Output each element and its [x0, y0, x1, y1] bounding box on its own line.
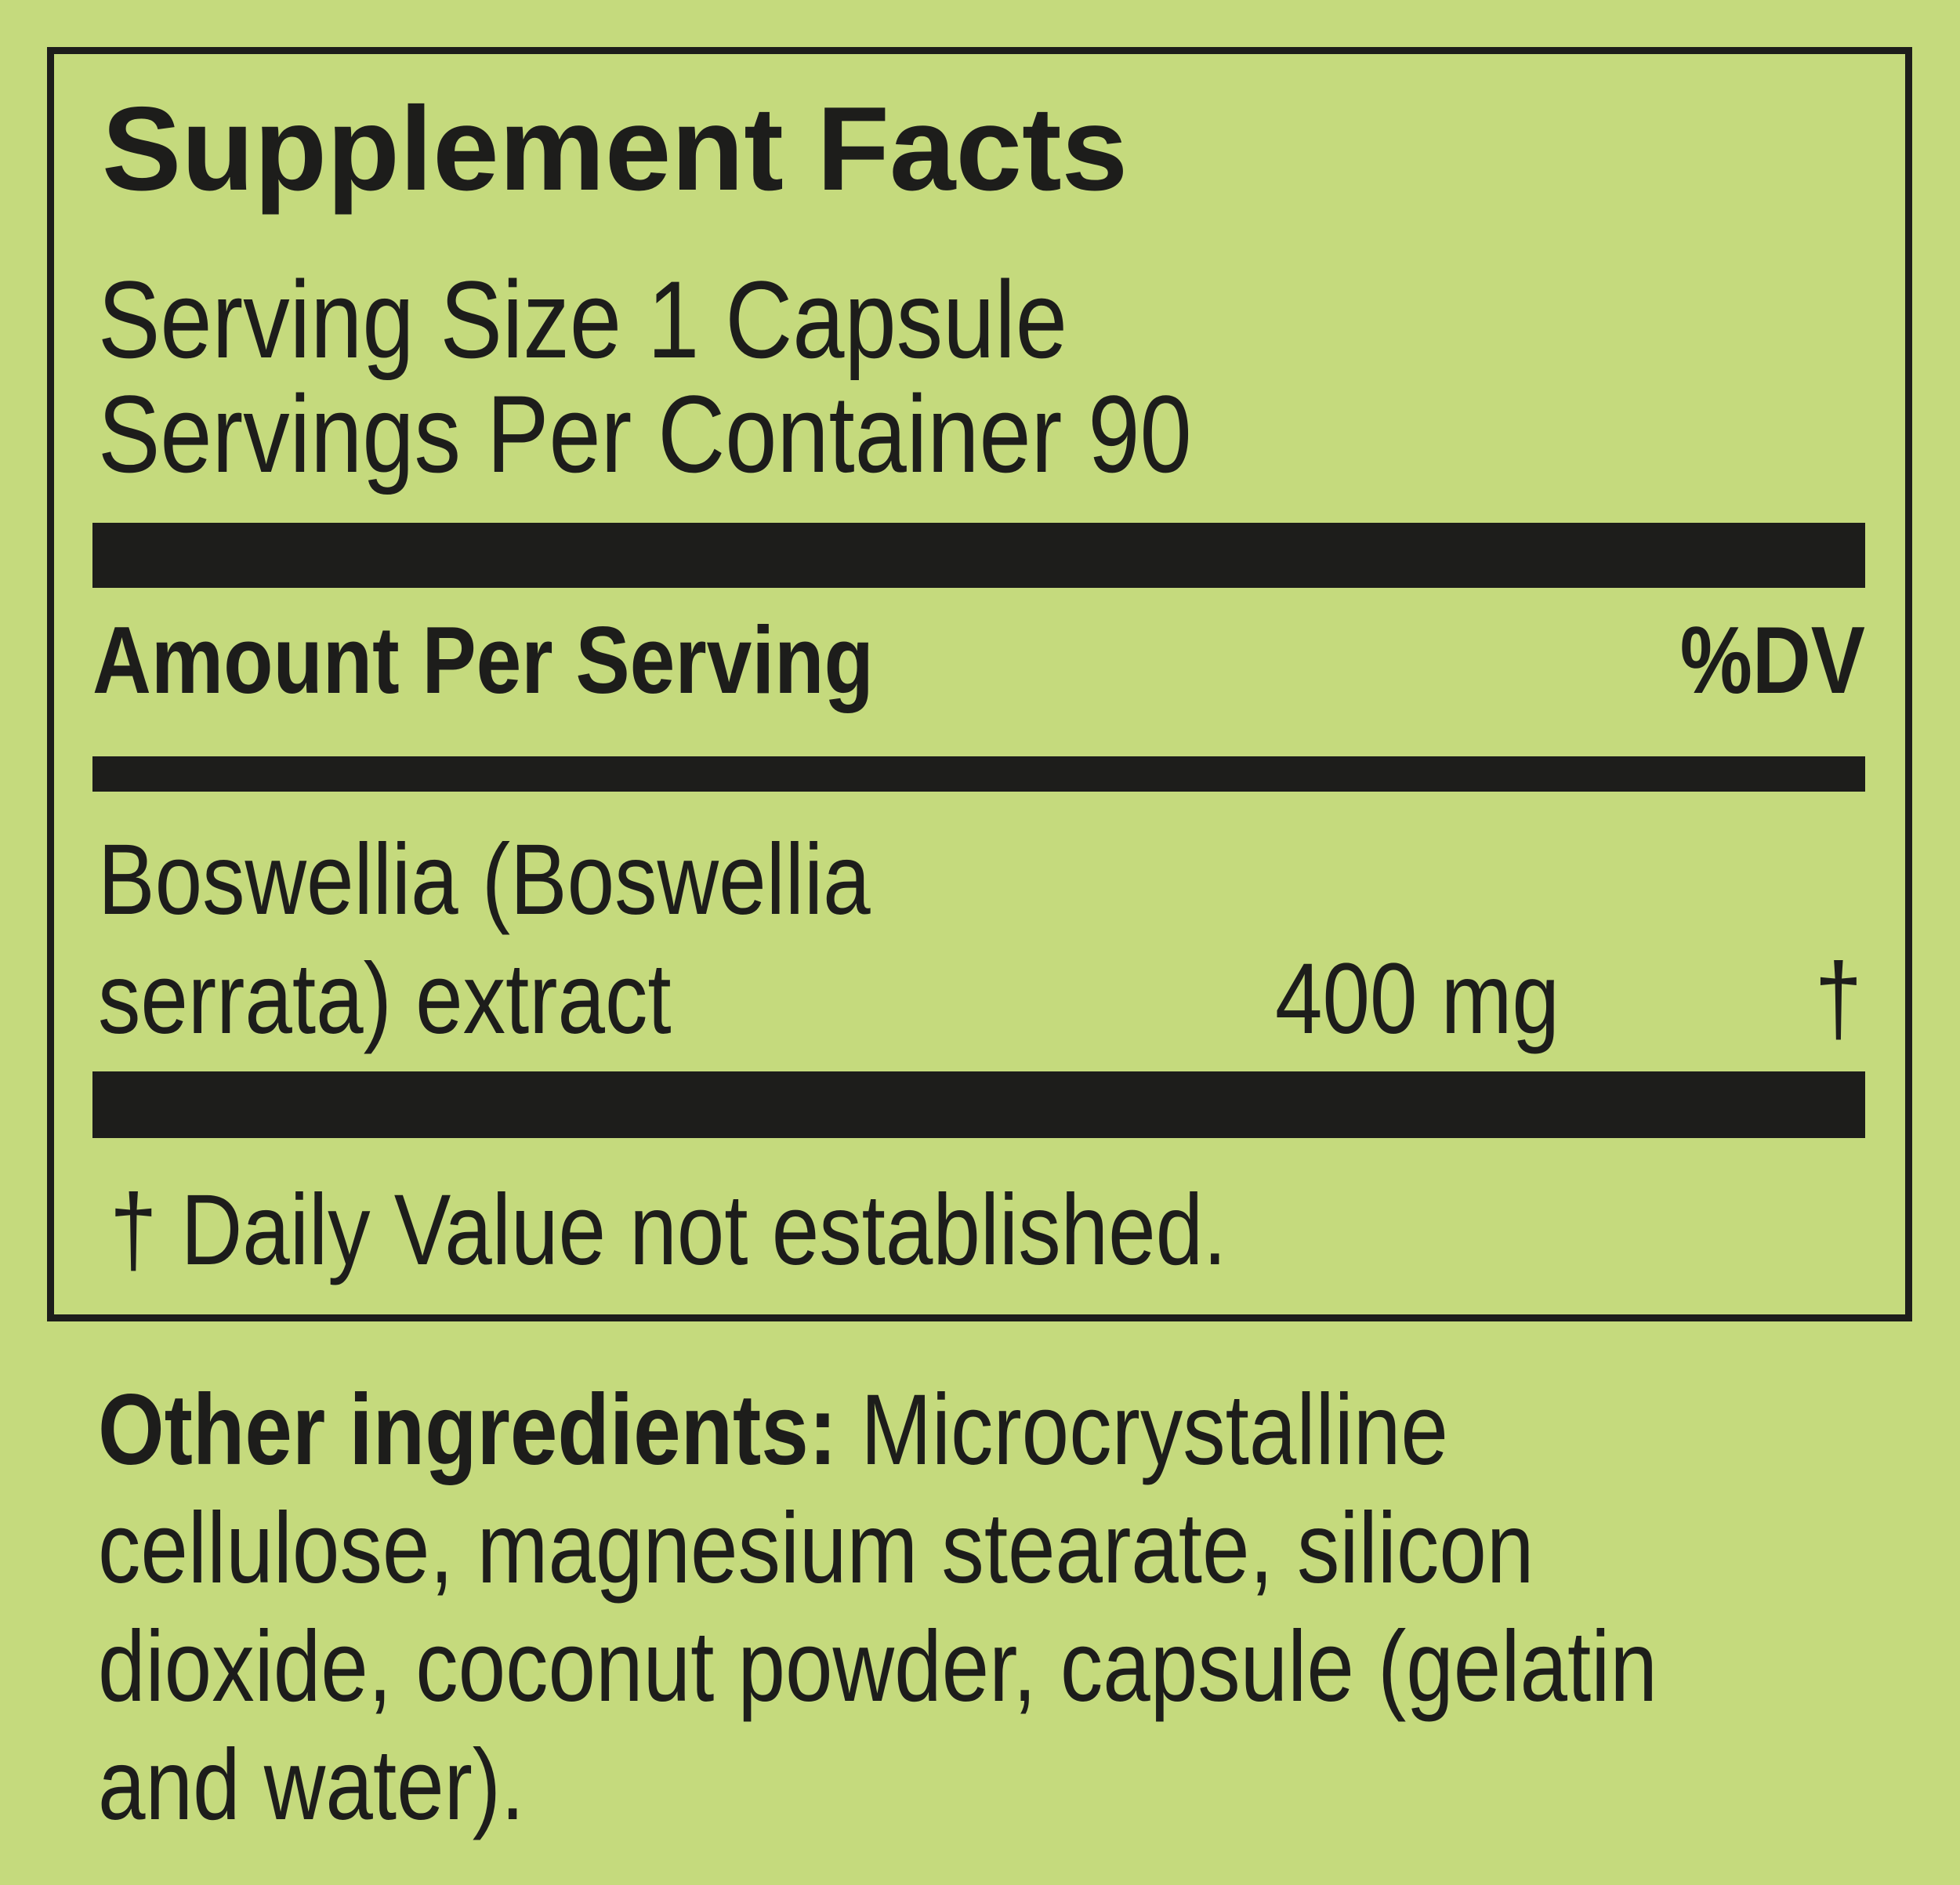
ingredient-name-line2: serrata) extract [98, 943, 672, 1055]
other-ingredients-label: Other ingredients: [98, 1374, 838, 1486]
dv-header: %DV [1679, 607, 1865, 713]
other-ingredients-line: dioxide, coconut powder, capsule (gelati… [98, 1611, 1657, 1723]
supplement-facts-panel [47, 47, 1912, 1321]
other-ingredients-line: Microcrystalline [837, 1374, 1448, 1486]
thick-divider-bottom [92, 1071, 1865, 1138]
other-ingredients-line: and water). [98, 1729, 525, 1841]
amount-per-serving-header: Amount Per Serving [92, 607, 874, 713]
servings-per-container: Servings Per Container 90 [98, 372, 1192, 495]
divider-middle [92, 756, 1865, 792]
ingredient-name: Boswellia (Boswellia serrata) extract [98, 821, 871, 1059]
panel-title: Supplement Facts [102, 82, 1129, 216]
footnote: † Daily Value not established. [110, 1174, 1227, 1286]
ingredient-dv: † [1814, 943, 1862, 1055]
other-ingredients-line: cellulose, magnesium stearate, silicon [98, 1492, 1534, 1604]
thick-divider-top [92, 523, 1865, 588]
ingredient-name-line1: Boswellia (Boswellia [98, 824, 871, 936]
serving-size: Serving Size 1 Capsule [98, 258, 1067, 381]
other-ingredients: Other ingredients: Microcrystalline cell… [98, 1371, 1657, 1844]
ingredient-amount: 400 mg [1275, 943, 1560, 1055]
